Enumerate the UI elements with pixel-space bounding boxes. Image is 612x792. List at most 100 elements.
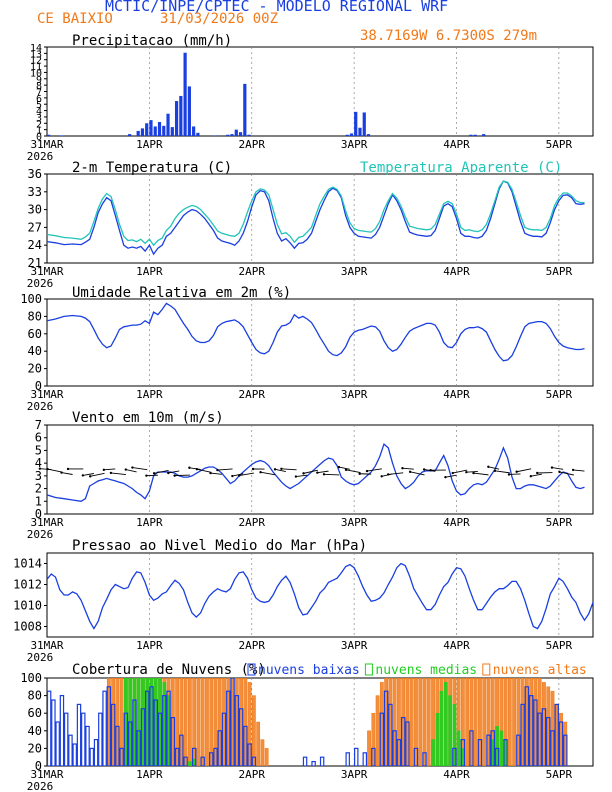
y-tick-label: 3: [36, 113, 42, 124]
wind-arrow-head: [316, 471, 319, 474]
y-tick-label: 2: [36, 119, 42, 130]
wind-arrow-head: [38, 467, 42, 470]
wind-arrow: [103, 468, 116, 471]
panel-title: Vento em 10m (m/s): [72, 410, 224, 426]
cloud-bar-blue: [302, 756, 308, 766]
wind-arrow-head: [380, 475, 383, 478]
wind-arrow: [90, 472, 105, 477]
x-day-label: 31MAR: [30, 265, 63, 278]
x-day-label: 4APR: [443, 265, 470, 278]
precip-bar: [362, 112, 366, 136]
cloud-bar-blue: [145, 690, 150, 766]
wind-arrow: [168, 470, 180, 474]
cloud-bar-blue: [354, 747, 359, 766]
y-tick-label: 21: [28, 256, 42, 270]
cloud-bar-orange: [119, 678, 124, 766]
precip-bar: [196, 132, 200, 136]
y-tick-label: 4: [35, 456, 42, 470]
wind-arrow: [110, 472, 126, 476]
wind-arrow-head: [401, 467, 404, 470]
y-tick-label: 20: [28, 741, 42, 755]
cloud-bar-blue: [51, 699, 56, 766]
y-tick-label: 7: [35, 418, 42, 432]
wind-arrow: [445, 474, 457, 478]
y-tick-label: 2: [35, 482, 42, 496]
y-tick-label: 7: [36, 88, 42, 99]
cloud-bar-blue: [76, 703, 82, 766]
wind-arrow-head: [365, 469, 369, 473]
y-tick-label: 60: [28, 706, 42, 720]
wind-arrow: [295, 474, 308, 477]
precip-bar: [366, 134, 371, 136]
wind-arrow: [61, 472, 73, 475]
cloud-bar-blue: [494, 747, 500, 766]
cloud-bar-blue: [183, 756, 188, 766]
cloud-bar-blue: [477, 738, 483, 766]
wind-arrow-head: [173, 474, 176, 477]
panel-frame: [46, 298, 594, 387]
x-day-label: 3APR: [341, 388, 368, 401]
x-day-label: 4APR: [443, 768, 470, 781]
wind-arrow-head: [280, 467, 283, 470]
x-day-label: 2APR: [239, 138, 266, 151]
x-day-label: 3APR: [341, 768, 368, 781]
wind-arrow: [551, 467, 564, 470]
legend-label: nuvens altas: [493, 663, 587, 678]
cloud-bar-blue: [371, 747, 376, 766]
x-year-label: 2026: [27, 150, 54, 163]
wind-arrow-head: [46, 467, 49, 471]
y-tick-label: 12: [30, 56, 42, 67]
cloud-bar-blue: [388, 703, 393, 766]
cloud-bar-blue: [533, 699, 538, 766]
wind-arrow-head: [422, 468, 426, 471]
x-year-label: 2026: [27, 528, 54, 541]
y-tick-label: 13: [30, 49, 42, 60]
cloud-bar-blue: [81, 712, 86, 766]
wind-arrow-head: [216, 468, 219, 472]
cloud-bar-blue: [213, 747, 218, 766]
cloud-bar-blue: [503, 738, 508, 766]
wind-arrow-head: [209, 471, 212, 475]
wind-arrow: [530, 473, 542, 477]
cloud-bar-orange: [209, 678, 214, 766]
cloud-bar-blue: [170, 716, 176, 766]
cloud-bar-blue: [230, 678, 235, 766]
wind-arrow: [125, 469, 137, 473]
panel-frame: [46, 46, 594, 137]
wind-arrow-head: [358, 472, 361, 475]
y-tick-label: 30: [28, 203, 42, 217]
legend-label: nuvens baixas: [258, 663, 360, 678]
legend-swatch: [482, 663, 491, 676]
cloud-bar-blue: [251, 756, 257, 766]
cloud-bar-orange: [264, 748, 269, 766]
cloud-bar-blue: [490, 730, 495, 766]
cloud-bar-green: [136, 678, 141, 766]
panel-title: Precipitacao (mm/h): [72, 33, 232, 49]
wind-arrow-head: [515, 470, 518, 473]
wind-arrow-head: [238, 474, 241, 477]
wind-arrow-head: [322, 473, 326, 476]
cloud-bar-blue: [452, 747, 457, 766]
cloud-bar-blue: [379, 712, 385, 766]
cloud-bar-blue: [362, 752, 368, 766]
cloud-bar-blue: [520, 703, 525, 766]
panel-title-secondary: Temperatura Aparente (C): [360, 160, 562, 176]
precip-bar: [157, 122, 162, 136]
cloud-bar-blue: [226, 690, 231, 766]
wind-arrow: [174, 474, 190, 477]
cloud-bar-blue: [550, 730, 555, 766]
wind-arrow-head: [536, 471, 539, 475]
wind-arrow: [189, 467, 201, 470]
cloud-bar-blue: [132, 699, 137, 766]
precip-bar: [192, 126, 196, 136]
wind-arrow-head: [529, 475, 533, 478]
y-tick-label: 4: [36, 107, 42, 118]
y-tick-label: 6: [36, 94, 42, 105]
x-day-label: 5APR: [546, 138, 573, 151]
series-line: [47, 302, 585, 362]
precip-bar: [230, 134, 234, 136]
precip-bar: [187, 86, 191, 136]
y-tick-label: 100: [20, 292, 42, 306]
x-day-label: 1APR: [136, 265, 163, 278]
